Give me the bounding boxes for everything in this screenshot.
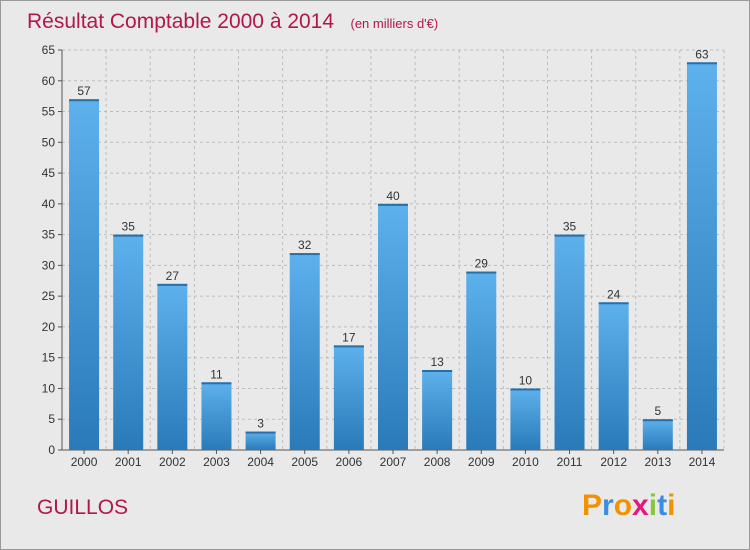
bar-2011 <box>554 234 585 450</box>
y-tick-label: 20 <box>42 320 56 334</box>
y-tick-label: 50 <box>42 135 56 149</box>
bar-2003 <box>201 382 232 450</box>
proxiti-logo: Proxiti <box>582 489 675 522</box>
logo-letter: t <box>657 489 667 522</box>
bar-cap-2013 <box>642 419 673 422</box>
y-tick-label: 45 <box>42 166 56 180</box>
bar-2013 <box>642 419 673 450</box>
data-label-2000: 57 <box>77 84 91 98</box>
bar-2004 <box>245 431 276 450</box>
bar-cap-2003 <box>201 382 232 385</box>
data-label-2008: 13 <box>430 355 444 369</box>
bar-series <box>69 62 717 451</box>
x-tick-label-2013: 2013 <box>644 455 671 469</box>
bar-cap-2011 <box>554 234 585 237</box>
x-tick-label-2014: 2014 <box>689 455 716 469</box>
bar-2002 <box>157 283 188 450</box>
data-label-2014: 63 <box>695 47 709 61</box>
x-tick-label-2003: 2003 <box>203 455 230 469</box>
logo-letter: r <box>602 489 614 522</box>
bar-cap-2004 <box>245 431 276 434</box>
logo-letter: x <box>632 489 649 522</box>
data-label-2005: 32 <box>298 238 312 252</box>
bar-2006 <box>333 345 364 450</box>
x-tick-label-2000: 2000 <box>71 455 98 469</box>
y-tick-label: 40 <box>42 197 56 211</box>
bar-cap-2002 <box>157 283 188 286</box>
bar-cap-2007 <box>378 203 408 206</box>
chart-subtitle: (en milliers d'€) <box>351 16 439 31</box>
y-tick-label: 30 <box>42 258 56 272</box>
data-label-2002: 27 <box>166 269 180 283</box>
bar-2001 <box>113 234 144 450</box>
x-tick-label-2004: 2004 <box>247 455 274 469</box>
bar-cap-2006 <box>333 345 364 348</box>
logo-letter: P <box>582 489 602 522</box>
data-label-2011: 35 <box>563 220 577 234</box>
bar-2000 <box>69 99 100 450</box>
chart-title: Résultat Comptable 2000 à 2014 <box>27 10 334 33</box>
logo-letter: i <box>667 489 675 522</box>
data-label-2003: 11 <box>210 367 223 381</box>
x-axis: 2000 2001 2002 2003 2004 2005 2006 2007 2008 2009… <box>71 450 716 469</box>
y-tick-label: 10 <box>42 381 56 395</box>
x-tick-label-2007: 2007 <box>380 455 407 469</box>
bar-cap-2008 <box>422 370 453 372</box>
x-tick-label-2006: 2006 <box>336 455 363 469</box>
bar-2007 <box>378 203 408 450</box>
y-tick-label: 5 <box>48 412 55 426</box>
x-tick-label-2012: 2012 <box>600 455 627 469</box>
data-label-2009: 29 <box>475 257 489 271</box>
data-label-2004: 3 <box>257 417 264 431</box>
x-tick-label-2011: 2011 <box>557 455 583 469</box>
commune-name: GUILLOS <box>37 496 128 519</box>
x-tick-label-2010: 2010 <box>512 455 539 469</box>
bar-2008 <box>422 370 453 450</box>
bar-2005 <box>289 253 320 450</box>
data-label-2001: 35 <box>122 220 136 234</box>
bar-cap-2014 <box>686 62 717 65</box>
bar-2009 <box>466 271 497 450</box>
bar-cap-2000 <box>69 99 100 102</box>
bar-cap-2005 <box>289 253 320 256</box>
y-tick-label: 65 <box>42 43 56 57</box>
bar-cap-2010 <box>510 388 541 391</box>
logo-letter: o <box>614 489 632 522</box>
bar-2014 <box>686 62 717 451</box>
data-label-2010: 10 <box>519 373 533 387</box>
data-labels: 57 35 27 11 3 32 17 40 13 29 10 35 24 5 63 <box>77 47 709 430</box>
y-tick-label: 35 <box>42 228 56 242</box>
y-tick-label: 60 <box>42 74 56 88</box>
x-tick-label-2002: 2002 <box>159 455 186 469</box>
y-tick-label: 0 <box>48 443 55 457</box>
y-tick-label: 15 <box>42 351 56 365</box>
y-tick-label: 55 <box>42 105 56 119</box>
x-tick-label-2005: 2005 <box>291 455 318 469</box>
data-label-2012: 24 <box>607 287 621 301</box>
bar-2010 <box>510 388 541 450</box>
x-tick-label-2008: 2008 <box>424 455 451 469</box>
bar-cap-2012 <box>598 302 629 305</box>
data-label-2006: 17 <box>342 330 356 344</box>
x-tick-label-2001: 2001 <box>115 455 142 469</box>
data-label-2007: 40 <box>386 189 400 203</box>
x-tick-label-2009: 2009 <box>468 455 495 469</box>
data-label-2013: 5 <box>654 404 661 418</box>
y-tick-label: 25 <box>42 289 56 303</box>
bar-2012 <box>598 302 629 450</box>
chart-title-row: Résultat Comptable 2000 à 2014 (en milli… <box>27 10 438 33</box>
bar-cap-2001 <box>113 234 144 237</box>
logo-letter: i <box>649 489 657 522</box>
bar-cap-2009 <box>466 271 497 274</box>
